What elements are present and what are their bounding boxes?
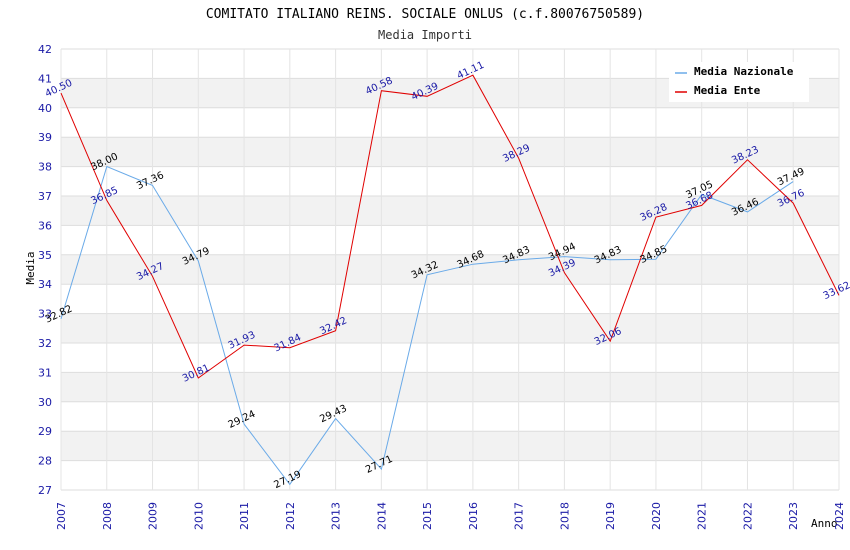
x-tick-label: 2009	[147, 502, 160, 530]
x-tick-label: 2016	[467, 502, 480, 530]
x-tick-label: 2018	[558, 502, 571, 530]
data-label: 37.36	[135, 170, 166, 192]
series-lines	[60, 74, 840, 486]
x-tick-label: 2024	[833, 502, 846, 530]
series-line-media-nazionale	[60, 165, 794, 486]
x-tick-label: 2022	[741, 502, 754, 530]
grid-band	[61, 313, 839, 343]
y-tick-label: 39	[38, 131, 52, 144]
grid-lines	[60, 48, 840, 491]
series-line-media-ente	[60, 74, 840, 379]
x-tick-label: 2012	[284, 502, 297, 530]
y-tick-label: 29	[38, 425, 52, 438]
y-tick-label: 42	[38, 43, 52, 56]
x-tick-labels: 2007 2008 2009 2010 2011 2012 2013 2014 2015 2016…	[55, 502, 846, 530]
x-tick-label: 2010	[192, 502, 205, 530]
data-label: 27.19	[272, 469, 303, 491]
y-tick-label: 33	[38, 308, 52, 321]
legend-label-media-ente: Media Ente	[694, 84, 761, 97]
x-tick-label: 2019	[604, 502, 617, 530]
y-tick-label: 34	[38, 278, 52, 291]
x-tick-label: 2023	[787, 502, 800, 530]
y-tick-label: 31	[38, 366, 52, 379]
x-tick-label: 2021	[696, 502, 709, 530]
grid-band	[61, 372, 839, 402]
x-tick-label: 2007	[55, 502, 68, 530]
y-tick-label: 36	[38, 219, 52, 232]
x-tick-label: 2020	[650, 502, 663, 530]
x-tick-label: 2011	[238, 502, 251, 530]
y-tick-label: 35	[38, 249, 52, 262]
grid-band	[61, 196, 839, 226]
x-tick-label: 2015	[421, 502, 434, 530]
y-tick-label: 28	[38, 455, 52, 468]
legend: Media Nazionale Media Ente	[669, 62, 809, 102]
grid-band	[61, 137, 839, 167]
data-label: 37.49	[776, 166, 807, 188]
data-label: 29.24	[227, 409, 258, 431]
y-tick-label: 37	[38, 190, 52, 203]
x-tick-label: 2014	[375, 502, 388, 530]
y-tick-label: 40	[38, 102, 52, 115]
x-tick-label: 2008	[101, 502, 114, 530]
chart-title: COMITATO ITALIANO REINS. SOCIALE ONLUS (…	[206, 7, 644, 22]
x-tick-label: 2013	[330, 502, 343, 530]
x-axis-label: Anno	[811, 517, 838, 530]
legend-box	[669, 62, 809, 102]
grid-bands	[61, 78, 839, 461]
grid-band	[61, 431, 839, 461]
y-tick-label: 32	[38, 337, 52, 350]
legend-label-media-nazionale: Media Nazionale	[694, 65, 794, 78]
y-tick-labels: 27 28 29 30 31 32 33 34 35 36 37 38 39 40 41 42	[38, 43, 52, 497]
y-tick-label: 38	[38, 161, 52, 174]
y-tick-label: 30	[38, 396, 52, 409]
chart-subtitle: Media Importi	[378, 28, 472, 42]
y-tick-label: 27	[38, 484, 52, 497]
y-axis-label: Media	[24, 251, 37, 284]
x-tick-label: 2017	[513, 502, 526, 530]
y-tick-label: 41	[38, 72, 52, 85]
